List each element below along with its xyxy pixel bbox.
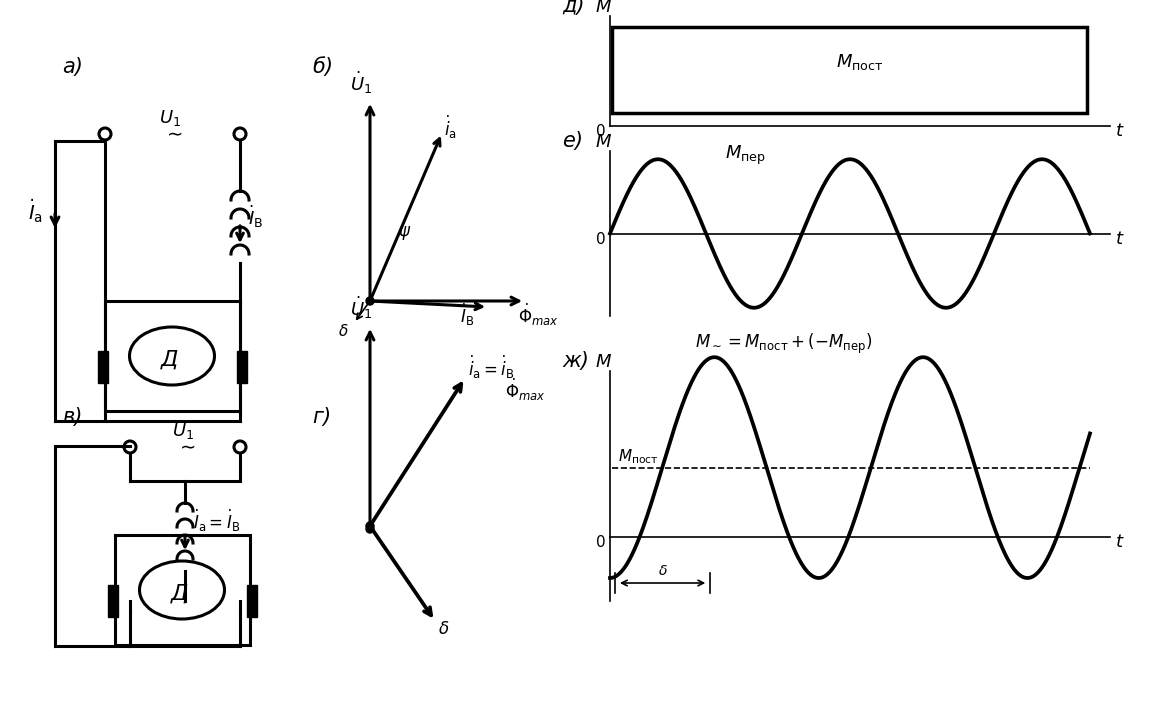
Text: 0: 0: [596, 124, 606, 139]
Text: t: t: [1115, 122, 1122, 140]
Circle shape: [366, 297, 374, 305]
Text: $\delta$: $\delta$: [658, 564, 667, 578]
Text: M: M: [596, 353, 612, 371]
Bar: [98, 351, 107, 383]
Text: а): а): [62, 57, 83, 77]
Text: $\dot{\Phi}_{max}$: $\dot{\Phi}_{max}$: [517, 302, 558, 328]
Text: $\sim$: $\sim$: [164, 123, 183, 142]
Text: $\dot{\Phi}_{max}$: $\dot{\Phi}_{max}$: [505, 377, 545, 403]
Text: $\dot{U}_1$: $\dot{U}_1$: [350, 294, 373, 321]
Text: $\dot{i}_{\rm a}=\dot{i}_{\rm B}$: $\dot{i}_{\rm a}=\dot{i}_{\rm B}$: [468, 354, 515, 381]
Text: $M_{\rm пост}$: $M_{\rm пост}$: [618, 448, 659, 466]
Text: $M_{\sim} = M_{\rm пост}+(-M_{\rm пер})$: $M_{\sim} = M_{\rm пост}+(-M_{\rm пер})$: [695, 332, 872, 356]
Text: $M_{\rm пост}$: $M_{\rm пост}$: [836, 52, 884, 72]
Circle shape: [366, 525, 374, 533]
Text: M: M: [596, 133, 612, 151]
Text: $\dot{U}_1$: $\dot{U}_1$: [350, 69, 373, 96]
Text: t: t: [1115, 229, 1122, 247]
Bar: [246, 585, 257, 617]
Text: 0: 0: [596, 535, 606, 550]
Text: $\dot{I}_{\rm B}$: $\dot{I}_{\rm B}$: [460, 302, 474, 328]
Circle shape: [366, 522, 374, 530]
Bar: [105, 301, 239, 411]
Text: в): в): [62, 407, 83, 427]
Text: д): д): [562, 0, 584, 16]
Bar: [612, 27, 1087, 113]
Text: $\dot{I}_{\rm B}$: $\dot{I}_{\rm B}$: [248, 204, 263, 230]
Text: t: t: [1115, 533, 1122, 550]
Text: $\dot{I}_{\rm a}=\dot{I}_{\rm B}$: $\dot{I}_{\rm a}=\dot{I}_{\rm B}$: [193, 508, 241, 534]
Text: $\sim$: $\sim$: [176, 436, 196, 455]
Text: е): е): [562, 131, 583, 151]
Bar: [107, 585, 118, 617]
Text: $M_{\rm пер}$: $M_{\rm пер}$: [725, 144, 766, 167]
Text: $U_1$: $U_1$: [172, 421, 194, 441]
Bar: [114, 535, 250, 645]
Text: $\delta$: $\delta$: [338, 323, 348, 339]
Text: г): г): [312, 407, 331, 427]
Text: Д: Д: [171, 584, 188, 604]
Text: 0: 0: [596, 231, 606, 247]
Text: $U_1$: $U_1$: [159, 108, 181, 128]
Text: $\delta$: $\delta$: [438, 620, 450, 638]
Text: Д: Д: [160, 350, 178, 370]
Text: ж): ж): [562, 351, 589, 371]
Text: $\psi$: $\psi$: [398, 224, 411, 242]
Text: $\dot{i}_{\rm a}$: $\dot{i}_{\rm a}$: [444, 114, 457, 141]
Text: $\dot{I}_{\rm a}$: $\dot{I}_{\rm a}$: [28, 197, 43, 225]
Text: M: M: [596, 0, 612, 16]
Bar: [237, 351, 246, 383]
Text: б): б): [312, 57, 333, 77]
